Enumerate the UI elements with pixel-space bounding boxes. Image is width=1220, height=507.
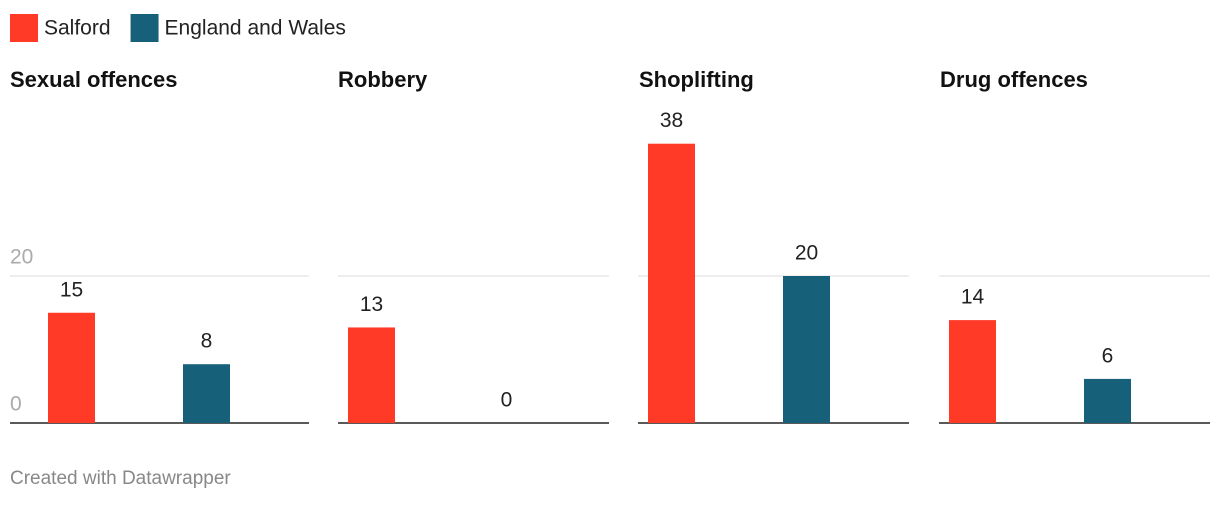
bar <box>183 364 230 423</box>
bar <box>949 320 996 423</box>
panel-title: Drug offences <box>940 67 1088 92</box>
y-tick-label: 20 <box>10 246 33 269</box>
value-label: 0 <box>501 389 513 412</box>
value-label: 15 <box>60 278 83 301</box>
bar <box>48 312 95 423</box>
bar <box>1084 378 1131 423</box>
bar <box>648 143 695 423</box>
value-label: 13 <box>360 293 383 316</box>
value-label: 6 <box>1102 344 1114 367</box>
legend-swatch <box>130 14 159 42</box>
bar <box>348 327 395 423</box>
legend-label: Salford <box>44 17 111 40</box>
legend-label: England and Wales <box>165 17 346 40</box>
panel-title: Robbery <box>338 67 428 92</box>
panel-title: Sexual offences <box>10 67 178 92</box>
value-label: 8 <box>201 330 213 353</box>
legend-swatch <box>10 14 38 42</box>
value-label: 38 <box>660 109 683 132</box>
value-label: 20 <box>795 242 818 265</box>
footer: Created with Datawrapper <box>10 468 231 489</box>
panel-title: Shoplifting <box>639 67 754 92</box>
value-label: 14 <box>961 286 985 309</box>
bar <box>783 276 830 423</box>
y-tick-label: 0 <box>10 393 22 416</box>
